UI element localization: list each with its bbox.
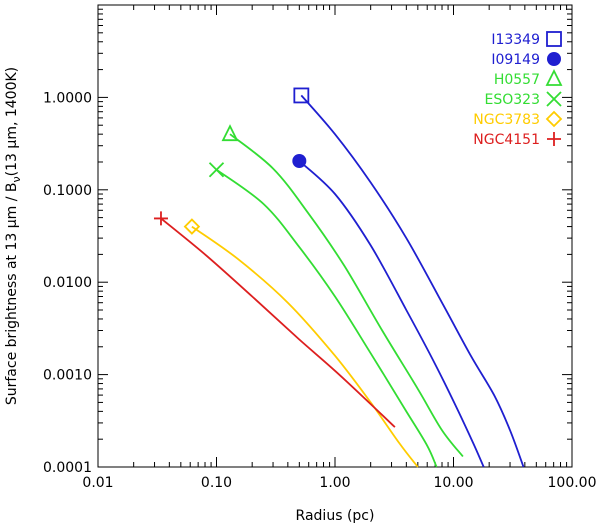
x-tick-label: 10.00 bbox=[433, 475, 473, 491]
series-line bbox=[229, 133, 464, 458]
series-group bbox=[153, 87, 525, 468]
y-tick-label: 1.0000 bbox=[43, 90, 92, 106]
legend: I13349 I09149 H0557 ESO323 NGC3783 NGC4151 bbox=[473, 31, 563, 148]
x-tick-labels: 0.01 0.10 1.00 10.00 100.00 bbox=[82, 475, 596, 491]
x-tick-label: 100.00 bbox=[548, 475, 597, 491]
series-line bbox=[191, 225, 419, 468]
marker-square bbox=[546, 31, 562, 47]
legend-item: I13349 bbox=[491, 31, 562, 48]
series-i13349 bbox=[293, 87, 525, 468]
legend-label: H0557 bbox=[494, 72, 540, 88]
x-tick-label: 1.00 bbox=[319, 475, 350, 491]
legend-item: I09149 bbox=[491, 52, 561, 68]
marker-x bbox=[208, 162, 225, 178]
series-i09149 bbox=[292, 153, 485, 468]
marker-diamond bbox=[545, 110, 563, 128]
y-tick-label: 0.0010 bbox=[43, 368, 92, 384]
series-line bbox=[215, 168, 438, 468]
legend-item: NGC4151 bbox=[473, 132, 561, 148]
y-tick-label: 0.0001 bbox=[43, 460, 92, 476]
legend-label: I09149 bbox=[491, 52, 540, 68]
series-ngc4151 bbox=[153, 211, 396, 428]
series-eso323 bbox=[208, 162, 438, 468]
series-ngc3783 bbox=[183, 218, 419, 468]
axis-ticks bbox=[97, 5, 572, 468]
series-line bbox=[160, 217, 396, 428]
legend-item: NGC3783 bbox=[473, 110, 563, 128]
marker-triangle bbox=[221, 124, 239, 142]
legend-item: ESO323 bbox=[485, 91, 562, 108]
marker-triangle bbox=[545, 68, 563, 86]
x-tick-label: 0.01 bbox=[82, 475, 113, 491]
legend-label: I13349 bbox=[491, 32, 540, 48]
x-axis-label: Radius (pc) bbox=[296, 508, 375, 524]
y-tick-labels: 0.0001 0.0010 0.0100 0.1000 1.0000 bbox=[43, 90, 92, 476]
marker-circle bbox=[292, 153, 307, 168]
series-line bbox=[300, 94, 525, 468]
marker-plus bbox=[153, 211, 168, 226]
marker-plus bbox=[547, 132, 561, 146]
x-tick-label: 0.10 bbox=[201, 475, 232, 491]
marker-circle bbox=[547, 52, 561, 66]
marker-square bbox=[293, 87, 310, 104]
y-axis-label: Surface brightness at 13 μm / Bν(13 μm, … bbox=[4, 67, 23, 405]
y-tick-label: 0.1000 bbox=[43, 183, 92, 199]
series-line bbox=[298, 160, 485, 468]
y-tick-label: 0.0100 bbox=[43, 275, 92, 291]
marker-diamond bbox=[183, 218, 201, 235]
legend-label: NGC3783 bbox=[473, 112, 540, 128]
legend-item: H0557 bbox=[494, 68, 563, 88]
marker-x bbox=[546, 91, 562, 107]
legend-label: NGC4151 bbox=[473, 132, 540, 148]
legend-label: ESO323 bbox=[485, 92, 540, 108]
series-h0557 bbox=[221, 124, 464, 458]
